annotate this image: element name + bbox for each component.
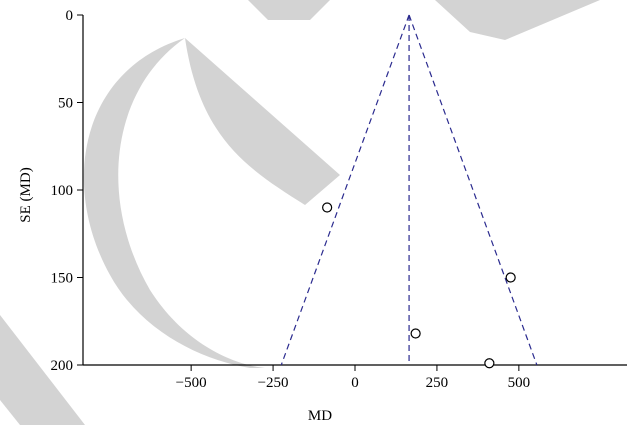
funnel-right-bound <box>408 14 538 366</box>
y-tick-label: 150 <box>51 271 74 287</box>
y-tick-label: 0 <box>66 8 74 24</box>
watermark-a <box>0 315 85 425</box>
study-point <box>505 272 516 283</box>
study-point <box>410 328 421 339</box>
y-tick-label: 50 <box>58 96 73 112</box>
watermark-top <box>248 0 330 20</box>
y-axis-ticks: 0 50 100 150 200 <box>51 8 83 374</box>
x-tick-label: 500 <box>508 375 531 391</box>
funnel-lines <box>280 14 538 366</box>
x-tick-label: −500 <box>176 375 207 391</box>
retraction-watermark <box>0 0 600 425</box>
study-point <box>484 358 495 369</box>
y-tick-label: 200 <box>51 358 74 374</box>
x-tick-label: 250 <box>426 375 449 391</box>
funnel-left-bound <box>280 14 410 366</box>
watermark-c <box>83 38 340 368</box>
y-tick-label: 100 <box>51 183 74 199</box>
x-tick-label: 0 <box>351 375 359 391</box>
y-axis-title: SE (MD) <box>18 167 34 222</box>
x-tick-label: −250 <box>258 375 289 391</box>
study-points <box>322 202 516 369</box>
study-point <box>322 202 333 213</box>
watermark-t <box>435 0 600 40</box>
x-axis-title: MD <box>308 408 332 424</box>
x-axis-ticks: −500 −250 0 250 500 <box>176 365 530 391</box>
